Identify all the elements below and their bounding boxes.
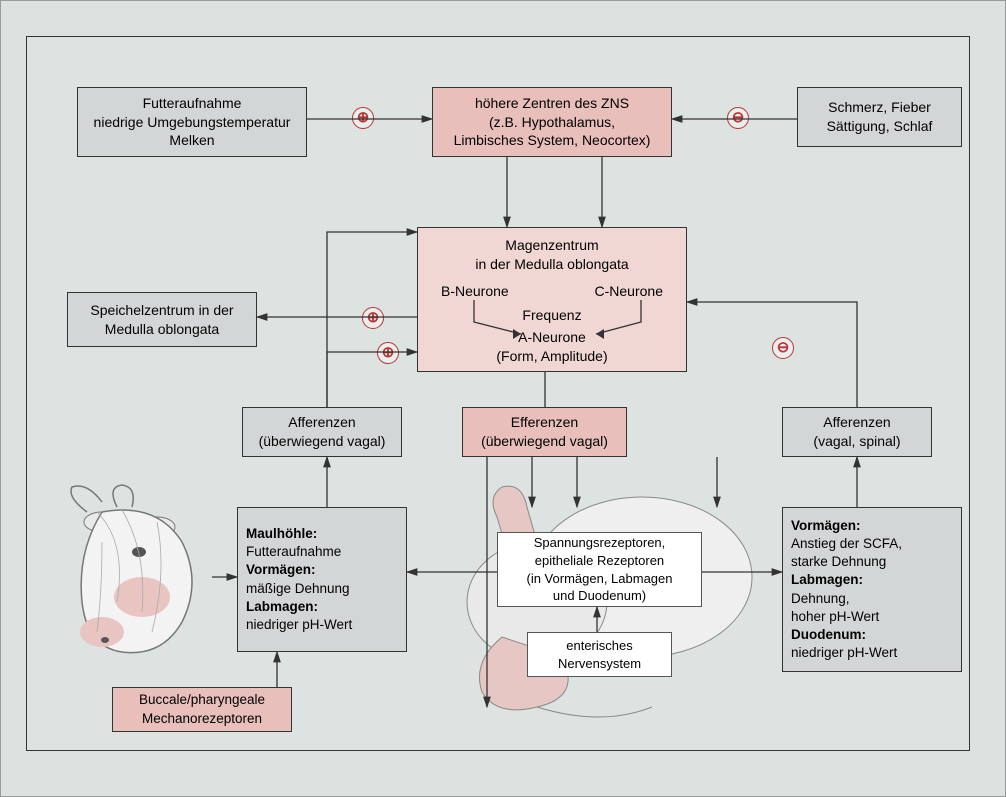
vorm-t2: Dehnung, hoher pH-Wert (791, 590, 879, 626)
box-maulhoehle: Maulhöhle: Futteraufnahme Vormägen: mäßi… (237, 507, 407, 652)
symbol-plus-2: ⊕ (362, 307, 384, 329)
stomach-illustration (442, 482, 772, 732)
box-speichelzentrum: Speichelzentrum in der Medulla oblongata (67, 292, 257, 347)
box-vormaegen: Vormägen: Anstieg der SCFA, starke Dehnu… (782, 507, 962, 672)
vorm-t1: Anstieg der SCFA, starke Dehnung (791, 535, 902, 571)
box-efferenzen: Efferenzen (überwiegend vagal) (462, 407, 627, 457)
symbol-plus-1: ⊕ (352, 107, 374, 129)
box-futteraufnahme: Futteraufnahme niedrige Umgebungstempera… (77, 87, 307, 157)
box-magenzentrum: Magenzentrum in der Medulla oblongata B-… (417, 227, 687, 372)
box-spannungsrezeptoren: Spannungsrezeptoren, epitheliale Rezepto… (497, 532, 702, 607)
box-schmerz: Schmerz, Fieber Sättigung, Schlaf (797, 87, 962, 147)
vorm-h2: Labmagen: (791, 572, 863, 587)
box-enterisches: enterisches Nervensystem (527, 632, 672, 677)
maul-t3: niedriger pH-Wert (246, 616, 352, 634)
cow-head-illustration (47, 482, 237, 682)
box-zns: höhere Zentren des ZNS (z.B. Hypothalamu… (432, 87, 672, 157)
box-afferenzen-left: Afferenzen (überwiegend vagal) (242, 407, 402, 457)
symbol-plus-3: ⊕ (377, 342, 399, 364)
symbol-minus-1: ⊖ (727, 107, 749, 129)
magen-inner-arrows (426, 282, 678, 362)
diagram-inner: Futteraufnahme niedrige Umgebungstempera… (26, 36, 970, 751)
box-buccale: Buccale/pharyngeale Mechanorezeptoren (112, 687, 292, 732)
maul-h1: Maulhöhle: (246, 526, 317, 541)
symbol-minus-2: ⊖ (772, 337, 794, 359)
magen-title: Magenzentrum in der Medulla oblongata (475, 236, 628, 274)
maul-t2: mäßige Dehnung (246, 580, 350, 598)
vorm-h3: Duodenum: (791, 627, 866, 642)
maul-h2: Vormägen: (246, 562, 316, 577)
maul-t1: Futteraufnahme (246, 543, 341, 561)
vorm-t3: niedriger pH-Wert (791, 644, 897, 662)
maul-h3: Labmagen: (246, 599, 318, 614)
box-afferenzen-right: Afferenzen (vagal, spinal) (782, 407, 932, 457)
vorm-h1: Vormägen: (791, 518, 861, 533)
diagram-canvas: Futteraufnahme niedrige Umgebungstempera… (0, 0, 1006, 797)
